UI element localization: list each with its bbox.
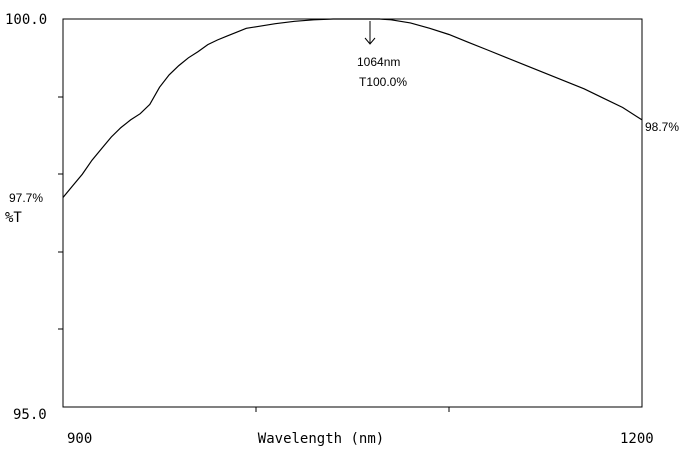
peak-transmission-label: T100.0% xyxy=(359,75,407,89)
x-tick-label-right: 1200 xyxy=(620,431,654,447)
x-axis-ticks xyxy=(255,407,450,412)
y-tick-label-top: 100.0 xyxy=(5,12,47,28)
peak-wavelength-label: 1064nm xyxy=(357,55,400,69)
peak-arrow-head xyxy=(364,37,376,45)
x-tick-label-left: 900 xyxy=(67,431,92,447)
series-line-transmission xyxy=(62,18,643,198)
peak-arrow xyxy=(364,21,376,45)
y-tick-label-bottom: 95.0 xyxy=(13,407,47,423)
x-axis-title: Wavelength (nm) xyxy=(258,431,384,447)
start-value-label: 97.7% xyxy=(9,191,43,205)
end-value-label: 98.7% xyxy=(645,120,679,134)
y-axis-ticks xyxy=(58,96,63,330)
y-axis-title: %T xyxy=(5,210,22,226)
